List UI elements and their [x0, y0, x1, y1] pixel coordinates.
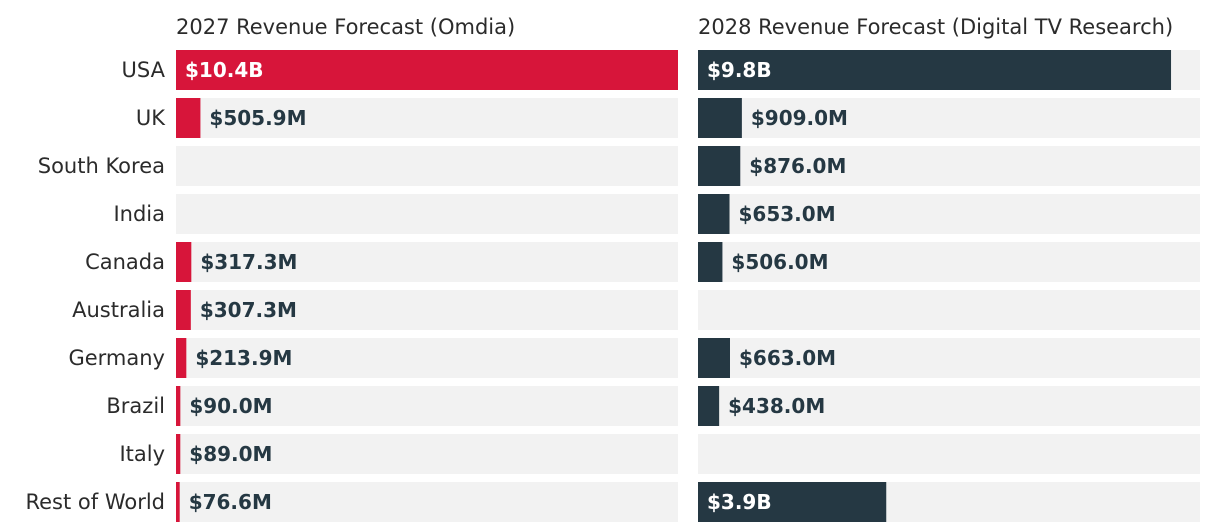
- data-label: $76.6M: [189, 490, 272, 514]
- bar-south-korea: [698, 146, 741, 186]
- chart-title: 2028 Revenue Forecast (Digital TV Resear…: [698, 15, 1173, 39]
- bar-brazil: [698, 386, 720, 426]
- category-label-5: Australia: [72, 298, 165, 322]
- data-label: $506.0M: [731, 250, 828, 274]
- bar-track: [698, 290, 1200, 330]
- data-label: $663.0M: [739, 346, 836, 370]
- bar-track: [176, 338, 678, 378]
- category-label-3: India: [113, 202, 165, 226]
- category-label-2: South Korea: [38, 154, 165, 178]
- bar-track: [698, 98, 1200, 138]
- data-label: $90.0M: [189, 394, 272, 418]
- bar-rest-of-world: [698, 482, 887, 522]
- bar-track: [698, 194, 1200, 234]
- bar-track: [176, 434, 678, 474]
- chart-panel-0: 2027 Revenue Forecast (Omdia) $10.4B $505.…: [176, 15, 678, 522]
- bar-canada: [698, 242, 723, 282]
- bar-track: [698, 386, 1200, 426]
- category-label-8: Italy: [119, 442, 165, 466]
- data-label: $653.0M: [739, 202, 836, 226]
- bar-track: [176, 386, 678, 426]
- bar-track: [698, 434, 1200, 474]
- data-label: $505.9M: [209, 106, 306, 130]
- bar-track: [176, 194, 678, 234]
- category-label-7: Brazil: [106, 394, 165, 418]
- bar-australia: [176, 290, 191, 330]
- data-label: $876.0M: [749, 154, 846, 178]
- data-label: $307.3M: [200, 298, 297, 322]
- chart-title: 2027 Revenue Forecast (Omdia): [176, 15, 515, 39]
- bar-uk: [176, 98, 201, 138]
- bar-italy: [176, 434, 181, 474]
- bar-track: [176, 242, 678, 282]
- bar-uk: [698, 98, 742, 138]
- bar-usa: [698, 50, 1172, 90]
- data-label: $438.0M: [728, 394, 825, 418]
- bar-canada: [176, 242, 192, 282]
- data-label: $909.0M: [751, 106, 848, 130]
- data-label: $3.9B: [707, 490, 772, 514]
- bar-brazil: [176, 386, 181, 426]
- bar-india: [698, 194, 730, 234]
- category-label-1: UK: [136, 106, 166, 130]
- bar-track: [698, 146, 1200, 186]
- bar-track: [176, 290, 678, 330]
- chart-panel-1: 2028 Revenue Forecast (Digital TV Resear…: [698, 15, 1200, 522]
- bar-rest-of-world: [176, 482, 180, 522]
- data-label: $213.9M: [195, 346, 292, 370]
- category-label-6: Germany: [68, 346, 165, 370]
- bar-track: [176, 146, 678, 186]
- bar-germany: [176, 338, 187, 378]
- bar-track: [176, 482, 678, 522]
- bar-track: [176, 98, 678, 138]
- category-label-9: Rest of World: [25, 490, 165, 514]
- bar-track: [698, 242, 1200, 282]
- data-label: $89.0M: [189, 442, 272, 466]
- bar-usa: [176, 50, 678, 90]
- data-label: $317.3M: [200, 250, 297, 274]
- category-label-0: USA: [122, 58, 166, 82]
- bar-track: [698, 338, 1200, 378]
- data-label: $9.8B: [707, 58, 772, 82]
- data-label: $10.4B: [185, 58, 264, 82]
- bar-germany: [698, 338, 731, 378]
- category-label-4: Canada: [85, 250, 165, 274]
